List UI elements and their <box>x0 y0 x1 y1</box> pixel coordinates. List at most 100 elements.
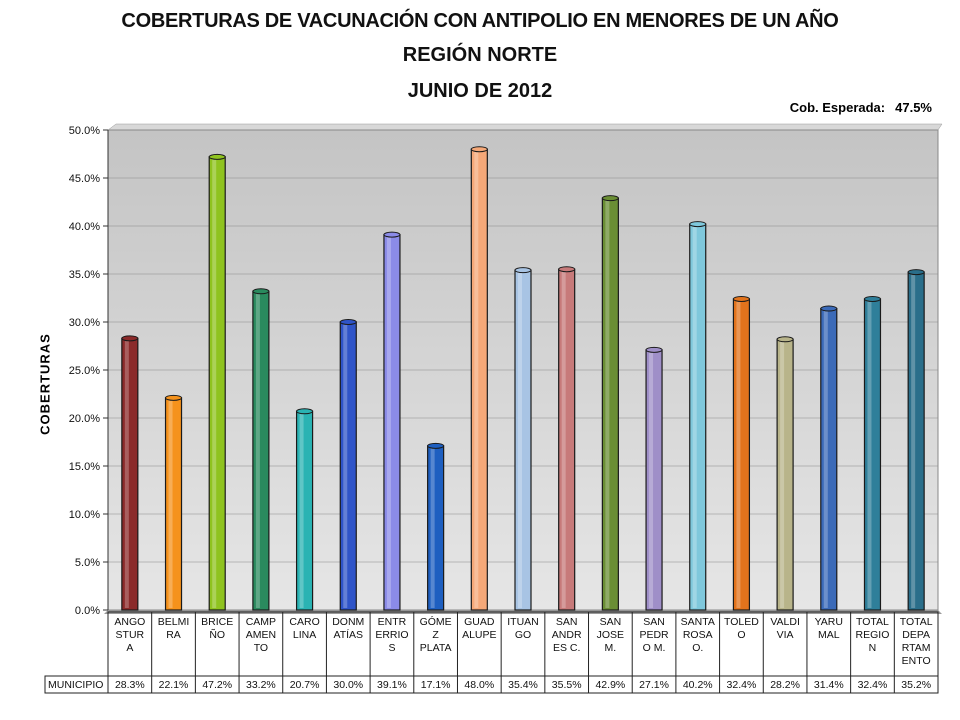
category-label: ATÍAS <box>333 628 363 641</box>
bar-top <box>776 336 794 343</box>
data-label: 32.4% <box>858 679 888 691</box>
category-label: GUAD <box>464 616 495 628</box>
data-label: 33.2% <box>246 679 276 691</box>
bar-top <box>514 267 532 274</box>
chart-period: JUNIO DE 2012 <box>407 80 553 102</box>
bar <box>164 397 183 611</box>
data-label: 35.5% <box>552 679 582 691</box>
y-tick-label: 45.0% <box>69 173 100 185</box>
bar-highlight <box>474 151 479 608</box>
category-label: YARU <box>815 616 843 628</box>
category-label: DONM <box>332 616 364 628</box>
chart-title: COBERTURAS DE VACUNACIÓN CON ANTIPOLIO E… <box>121 10 839 32</box>
bar <box>558 268 576 611</box>
bar <box>645 349 663 611</box>
y-tick-label: 15.0% <box>69 461 100 473</box>
bar <box>907 271 925 611</box>
y-tick-label: 50.0% <box>69 125 100 137</box>
bar-top <box>689 221 707 228</box>
category-label: RTAM <box>902 642 931 654</box>
category-label: SANTA <box>681 616 715 628</box>
bar-top <box>121 335 139 342</box>
bar <box>383 234 401 611</box>
data-label: 28.2% <box>770 679 800 691</box>
category-label: M. <box>605 642 617 654</box>
category-label: PEDR <box>639 629 669 641</box>
bar <box>295 410 314 611</box>
category-label: DEPA <box>902 629 930 641</box>
y-tick-label: 30.0% <box>69 317 100 329</box>
bar-highlight <box>736 300 741 608</box>
bar-top <box>208 153 226 160</box>
bar-top <box>296 408 314 415</box>
category-label: CAMP <box>246 616 276 628</box>
category-label: GÓME <box>420 615 452 628</box>
bar-top <box>645 346 663 353</box>
category-label: JOSE <box>597 629 624 641</box>
bar-highlight <box>430 447 435 608</box>
bar-top <box>907 269 925 276</box>
data-label: 17.1% <box>421 679 451 691</box>
bar <box>689 223 707 611</box>
category-label: AMEN <box>246 629 276 641</box>
bar-highlight <box>299 413 304 608</box>
category-label: O <box>737 629 745 641</box>
category-label: STUR <box>116 629 145 641</box>
category-label: REGIO <box>856 629 890 641</box>
category-label: ITUAN <box>507 616 539 628</box>
category-label: SAN <box>556 616 578 628</box>
category-label: BELMI <box>158 616 190 628</box>
category-label: N <box>869 642 877 654</box>
bar-highlight <box>386 236 391 608</box>
data-label: 20.7% <box>290 679 320 691</box>
category-label: TOTAL <box>900 616 933 628</box>
bar <box>514 269 532 611</box>
category-label: SAN <box>643 616 665 628</box>
bar <box>252 290 270 611</box>
category-label: ÑO <box>209 628 225 641</box>
data-label: 42.9% <box>595 679 625 691</box>
category-label: Z <box>432 629 439 641</box>
bar-top <box>339 319 357 325</box>
bar-highlight <box>343 324 348 608</box>
bar-highlight <box>823 310 828 608</box>
data-label: 27.1% <box>639 679 669 691</box>
category-label: BRICE <box>201 616 233 628</box>
category-label: VIA <box>777 629 794 641</box>
bar-highlight <box>692 226 697 608</box>
y-tick-label: 20.0% <box>69 413 100 425</box>
bar-top <box>427 442 445 449</box>
bar-top <box>820 305 838 312</box>
category-label: S <box>388 642 395 654</box>
bar <box>863 298 882 611</box>
bar-top <box>601 195 619 202</box>
category-label: ES C. <box>553 642 580 654</box>
bar-highlight <box>649 351 654 608</box>
bar-highlight <box>518 272 522 608</box>
data-label: 40.2% <box>683 679 713 691</box>
category-label: ANDR <box>552 629 582 641</box>
category-label: TOLED <box>724 616 759 628</box>
bar-top <box>863 295 881 302</box>
y-tick-label: 25.0% <box>69 365 100 377</box>
bar <box>470 148 488 611</box>
bar <box>732 298 751 611</box>
expected-coverage-label: Cob. Esperada: <box>789 100 886 115</box>
bar <box>121 337 139 611</box>
bar <box>339 321 357 611</box>
category-label: PLATA <box>420 642 452 654</box>
bar-highlight <box>867 300 872 608</box>
category-label: O M. <box>643 642 666 654</box>
category-label: ERRIO <box>375 629 408 641</box>
category-label: TOTAL <box>856 616 889 628</box>
category-label: VALDI <box>770 616 800 628</box>
category-label: ENTO <box>902 655 931 667</box>
bar-highlight <box>255 293 260 608</box>
series-name-label: MUNICIPIO <box>48 679 103 691</box>
bar <box>427 445 445 611</box>
category-label: GO <box>515 629 531 641</box>
category-label: TO <box>254 642 268 654</box>
bar-highlight <box>780 341 785 608</box>
bar-top <box>383 231 401 238</box>
category-label: ROSA <box>683 629 713 641</box>
